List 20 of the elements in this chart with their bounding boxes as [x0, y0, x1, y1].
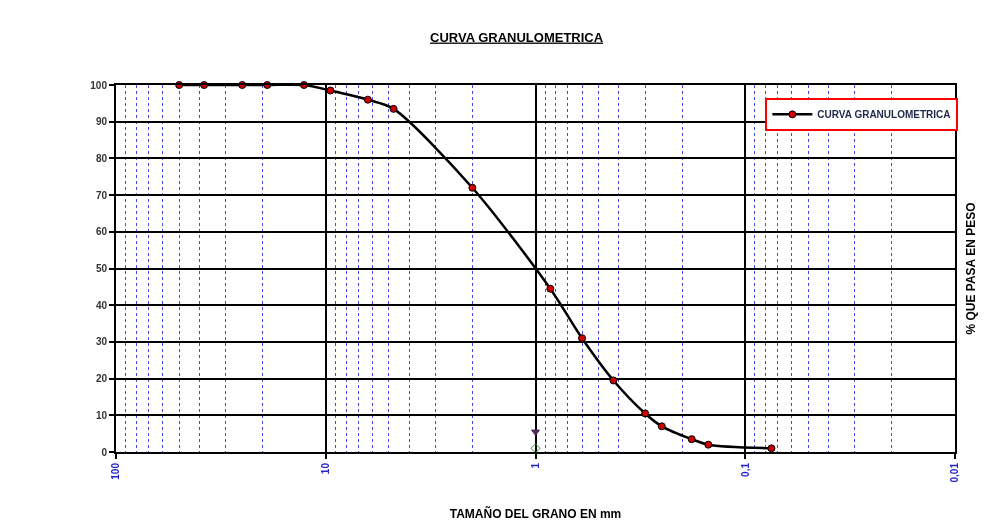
y-tick-label: 40 [95, 299, 108, 311]
x-tick-label: 10 [320, 462, 331, 475]
y-tick-label: 20 [95, 373, 108, 385]
x-tick-label: 100 [110, 462, 122, 480]
y-tick-label: 10 [95, 409, 108, 421]
y-axis-title: % QUE PASA EN PESO [963, 202, 978, 335]
x-tick-label: 1 [529, 462, 541, 469]
chart-title: CURVA GRANULOMETRICA [430, 29, 604, 45]
y-tick-label: 50 [95, 263, 108, 274]
x-tick-label: 0,01 [949, 462, 961, 483]
x-axis-title: TAMAÑO DEL GRANO EN mm [449, 505, 622, 521]
y-tick-label: 80 [95, 152, 108, 164]
y-tick-label: 100 [90, 79, 108, 91]
y-tick-label: 70 [95, 189, 108, 201]
legend-label: CURVA GRANULOMETRICA [817, 109, 951, 121]
x-tick-label: 0,1 [739, 462, 751, 477]
y-tick-label: 90 [95, 116, 108, 128]
y-tick-label: 30 [95, 336, 108, 348]
y-tick-label: 60 [95, 226, 108, 238]
y-tick-label: 0 [101, 446, 108, 458]
